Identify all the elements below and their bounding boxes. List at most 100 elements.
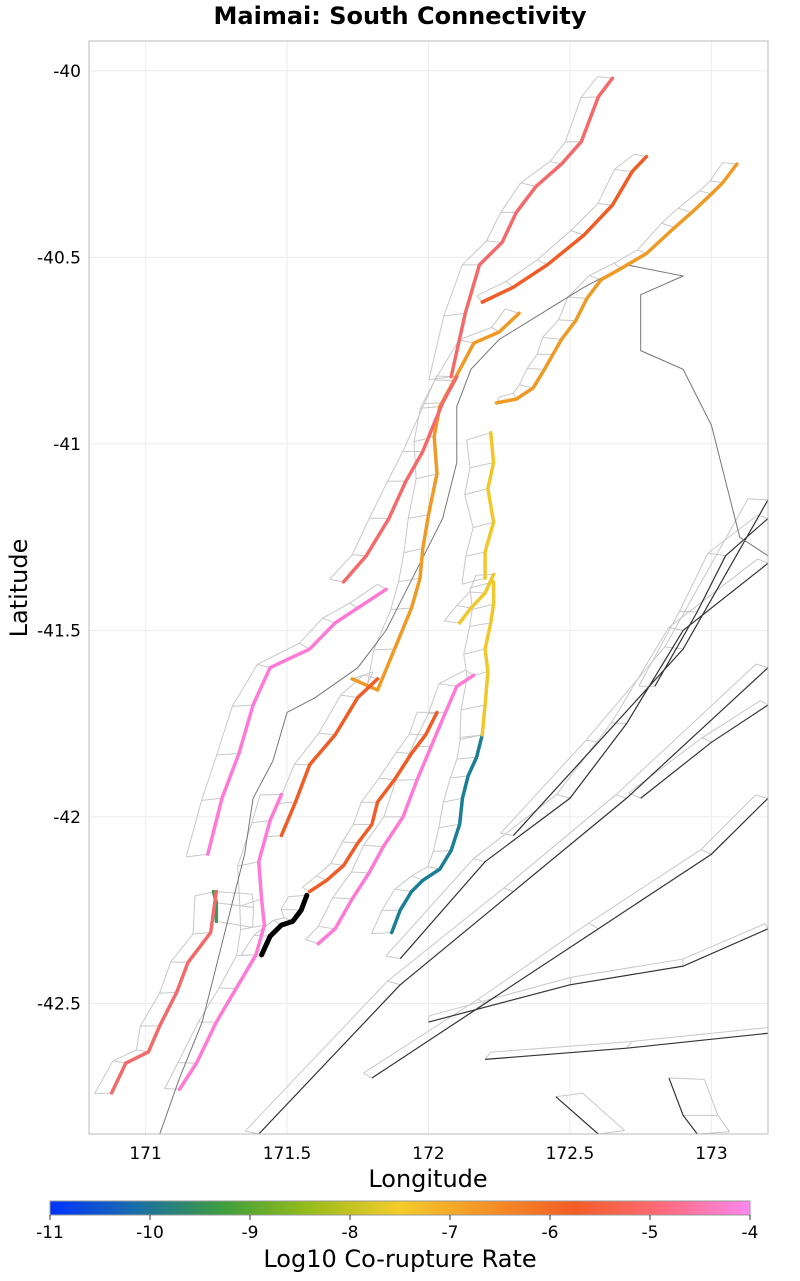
rupture-trace	[177, 792, 284, 1091]
subsection-divider	[278, 801, 296, 804]
subsection-divider	[216, 753, 239, 756]
rupture-trace	[279, 677, 380, 838]
y-axis-label: Latitude	[5, 539, 33, 638]
subsection-outline	[428, 76, 598, 380]
subsection-divider	[409, 733, 426, 736]
subsection-divider	[757, 558, 768, 564]
map-content	[94, 76, 768, 1134]
subsection-divider	[216, 902, 254, 908]
context-fault-trace	[555, 1096, 599, 1134]
subsection-divider	[257, 663, 271, 669]
rupture-trace	[480, 154, 649, 304]
subsection-divider	[245, 1130, 259, 1134]
subsection-divider	[329, 578, 344, 583]
subsection-divider	[439, 683, 457, 687]
subsection-outline	[499, 162, 724, 398]
x-axis-ticks: 171 171.5 172 172.5 173	[129, 1144, 727, 1164]
subsection-outline	[164, 794, 261, 1089]
colorbar-tick-label: -5	[642, 1223, 659, 1243]
subsection-outline	[443, 575, 477, 622]
subsection-divider	[436, 375, 457, 378]
y-tick-label: -41.5	[37, 621, 81, 641]
subsection-divider	[411, 875, 424, 881]
y-tick-label: -41	[53, 435, 81, 455]
rupture-trace	[316, 673, 476, 946]
subsection-divider	[503, 887, 514, 892]
subsection-divider	[456, 756, 477, 760]
y-tick-label: -40	[53, 62, 81, 82]
subsection-divider	[288, 894, 307, 898]
subsection-outline	[461, 439, 474, 585]
rupture-trace	[483, 430, 496, 580]
subsection-divider	[444, 620, 460, 624]
subsection-divider	[322, 617, 336, 624]
rupture-trace	[494, 162, 739, 405]
subsection-divider	[570, 230, 585, 236]
subsection-divider	[94, 1092, 112, 1095]
subsection-divider	[450, 775, 469, 779]
subsection-outline	[240, 896, 289, 956]
subsection-divider	[420, 406, 440, 409]
subsection-divider	[459, 734, 483, 741]
context-fault-trace	[258, 667, 768, 1134]
subsection-divider	[760, 700, 768, 706]
x-tick-label: 173	[695, 1144, 727, 1164]
subsection-divider	[433, 849, 452, 852]
grid-layer	[89, 41, 768, 1134]
subsection-divider	[755, 663, 768, 669]
subsection-divider	[469, 622, 491, 627]
rupture-trace	[109, 889, 219, 1095]
subsection-divider	[213, 891, 253, 895]
subsection-divider	[747, 498, 768, 501]
subsection-divider	[394, 888, 412, 893]
subsection-divider	[542, 336, 562, 340]
subsection-divider	[352, 554, 367, 557]
subsection-divider	[764, 923, 768, 930]
colorbar-label: Log10 Co-rupture Rate	[263, 1245, 536, 1273]
subsection-divider	[504, 308, 520, 314]
subsection-divider	[459, 339, 474, 344]
colorbar-tick-label: -9	[242, 1223, 259, 1243]
subsection-divider	[159, 991, 177, 994]
subsection-divider	[351, 871, 370, 874]
rupture-trace	[389, 733, 485, 935]
colorbar-tick-label: -8	[342, 1223, 359, 1243]
subsection-divider	[755, 794, 768, 799]
subsection-divider	[569, 977, 572, 985]
x-tick-label: 172	[412, 1144, 444, 1164]
subsection-divider	[239, 898, 262, 907]
subsection-divider	[581, 96, 599, 98]
y-axis-ticks: -40 -40.5 -41 -41.5 -42 -42.5	[37, 62, 81, 1015]
y-tick-label: -42	[53, 808, 81, 828]
rupture-trace	[259, 892, 310, 958]
context-fault-trace	[654, 518, 768, 687]
colorbar-tick-label: -10	[136, 1223, 164, 1243]
subsection-divider	[216, 920, 253, 928]
context-faults	[258, 499, 768, 1134]
x-tick-label: 172.5	[546, 1144, 595, 1164]
subsection-divider	[428, 1015, 430, 1023]
subsection-divider	[668, 1077, 705, 1080]
subsection-divider	[633, 153, 647, 158]
subsection-divider	[527, 368, 545, 370]
subsection-divider	[416, 473, 438, 480]
subsection-divider	[664, 646, 684, 650]
rupture-trace	[341, 374, 459, 584]
subsection-divider	[486, 240, 503, 243]
subsection-divider	[236, 954, 256, 957]
coastline-path	[159, 264, 768, 1134]
context-fault-trace	[371, 797, 768, 1079]
subsection-divider	[701, 737, 712, 743]
subsection-divider	[466, 432, 491, 441]
subsection-divider	[390, 607, 412, 610]
subsection-divider	[597, 76, 613, 79]
rupture-trace	[449, 76, 615, 379]
subsection-divider	[164, 1088, 180, 1090]
subsection-divider	[395, 779, 418, 781]
subsection-divider	[465, 551, 486, 557]
plot-frame	[88, 40, 769, 1135]
colorbar-ticks: -11 -10 -9 -8 -7 -6 -5 -4	[36, 1215, 758, 1243]
subsection-divider	[668, 627, 684, 631]
subsection-divider	[626, 1041, 633, 1049]
